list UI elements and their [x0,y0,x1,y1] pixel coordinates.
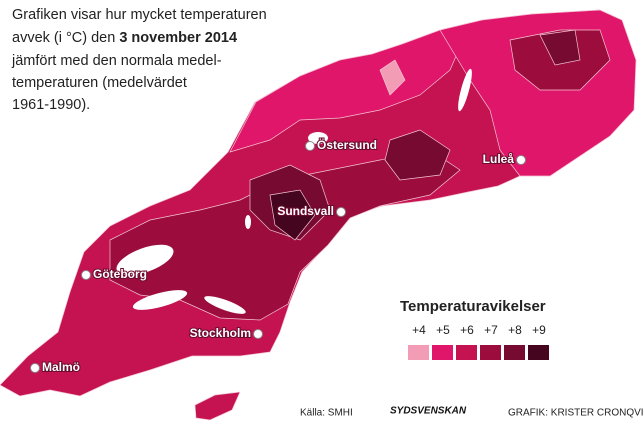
legend-label: +6 [460,323,474,337]
description-line: avvek (i °C) den 3 november 2014 [12,30,237,46]
description-line: temperaturen (medelvärdet [12,75,187,91]
legend-swatch [504,345,525,360]
legend-swatch [432,345,453,360]
legend-label: +4 [412,323,426,337]
legend: Temperaturavikelser +4 +5 +6 +7 +8 +9 [400,298,549,360]
city-label: Luleå [483,152,515,166]
legend-swatch [456,345,477,360]
lake [132,290,188,310]
description-line: 1961-1990). [12,97,90,113]
legend-swatch [408,345,429,360]
zone-plus8c [539,29,581,66]
zone-plus4 [379,59,406,96]
city-label: Östersund [317,137,377,152]
city-label: Sundsvall [277,204,334,218]
legend-label: +7 [484,323,498,337]
city-label: Malmö [42,360,80,374]
lake [204,296,246,314]
city-dot [81,270,91,280]
city-dot [253,329,263,339]
footer: Källa: SMHI SYDSVENSKAN GRAFIK: KRISTER … [300,406,644,419]
gotland [194,391,241,421]
legend-swatch [528,345,549,360]
lake [245,215,251,229]
description: Grafiken visar hur mycket temperaturen a… [11,7,267,113]
lake [308,132,328,144]
legend-swatch [480,345,501,360]
lake [116,244,174,276]
lake [458,68,472,112]
source: Källa: SMHI [300,408,353,419]
city-label: Stockholm [190,326,251,340]
city-dot [516,155,526,165]
city-dot [30,363,40,373]
cities: Östersund Luleå Sundsvall Göteborg Stockholm… [30,136,526,375]
zone-plus9 [269,189,316,241]
lakes [116,68,472,314]
zone-plus8b [384,129,451,181]
legend-label: +5 [436,323,450,337]
legend-label: +9 [532,323,546,337]
city-label: Göteborg [93,267,147,281]
legend-label: +8 [508,323,522,337]
description-line: jämfört med den normala medel- [11,53,222,69]
credit: GRAFIK: KRISTER CRONQVIST [508,408,644,419]
logo: SYDSVENSKAN [390,406,467,417]
city-dot [336,207,346,217]
legend-title: Temperaturavikelser [400,298,546,315]
city-dot [305,141,315,151]
description-line: Grafiken visar hur mycket temperaturen [12,7,267,23]
